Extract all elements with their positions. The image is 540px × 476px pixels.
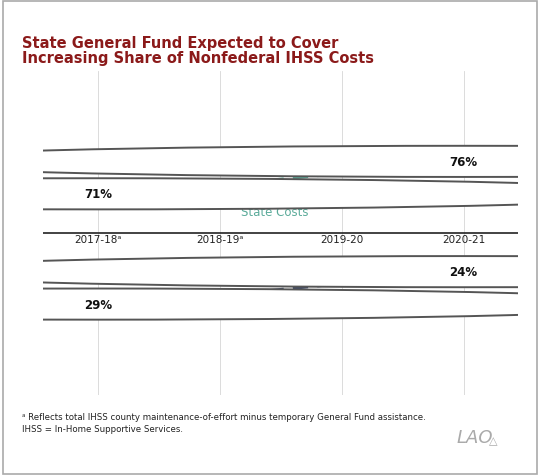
Circle shape	[0, 257, 540, 288]
Text: 71%: 71%	[84, 188, 112, 201]
Text: IHSS = In-Home Supportive Services.: IHSS = In-Home Supportive Services.	[22, 425, 183, 434]
Text: County Costs: County Costs	[235, 263, 314, 277]
Text: △: △	[489, 435, 497, 445]
Text: 2018-19ᵃ: 2018-19ᵃ	[196, 235, 244, 245]
Text: Figure 1: Figure 1	[17, 15, 72, 28]
Text: 76%: 76%	[449, 156, 478, 169]
Text: LAO: LAO	[456, 428, 493, 446]
Text: ᵃ Reflects total IHSS county maintenance-of-effort minus temporary General Fund : ᵃ Reflects total IHSS county maintenance…	[22, 412, 426, 421]
Circle shape	[0, 147, 540, 178]
Circle shape	[0, 289, 540, 320]
Text: 2019-20: 2019-20	[320, 235, 363, 245]
Circle shape	[0, 179, 540, 210]
Text: State General Fund Expected to Cover: State General Fund Expected to Cover	[22, 36, 338, 50]
Text: 2020-21: 2020-21	[442, 235, 485, 245]
Text: State Costs: State Costs	[241, 205, 308, 218]
Text: Increasing Share of Nonfederal IHSS Costs: Increasing Share of Nonfederal IHSS Cost…	[22, 51, 374, 66]
Text: 2017-18ᵃ: 2017-18ᵃ	[75, 235, 122, 245]
Text: 29%: 29%	[84, 298, 112, 311]
Text: 24%: 24%	[449, 266, 478, 278]
